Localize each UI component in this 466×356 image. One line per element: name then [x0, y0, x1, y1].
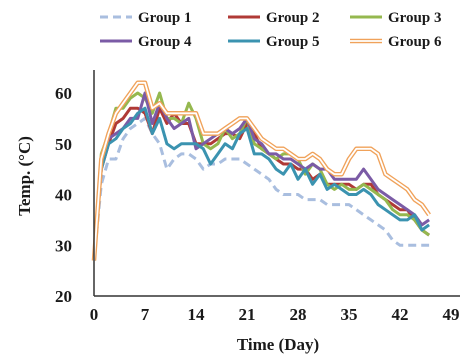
legend-item: Group 5 [228, 34, 320, 50]
series-group-6 [91, 80, 431, 261]
legend-label: Group 3 [388, 10, 442, 26]
x-tick-label: 49 [443, 305, 460, 324]
series-2-line [92, 106, 430, 261]
series-group-2 [92, 106, 430, 261]
series-group-4 [92, 91, 430, 261]
legend-item: Group 3 [350, 10, 442, 26]
series-group-5 [92, 106, 430, 261]
axes [93, 70, 460, 297]
legend-item: Group 2 [228, 10, 320, 26]
y-axis-title: Temp. (°C) [15, 136, 34, 216]
legend: Group 1 Group 2 Group 3 Group 4 Group 5 Group… [100, 10, 442, 50]
x-tick-label: 35 [341, 305, 358, 324]
legend-item: Group 1 [100, 10, 192, 26]
series-6-line-inner [93, 81, 430, 261]
y-tick-label: 60 [55, 84, 72, 103]
legend-item: Group 4 [100, 34, 192, 50]
y-tick-label: 30 [55, 236, 72, 255]
tick-labels: 0 7 14 21 28 35 42 49 20 30 40 50 60 [55, 84, 460, 324]
plot-area [91, 80, 431, 261]
x-tick-label: 21 [239, 305, 256, 324]
y-tick-label: 20 [55, 287, 72, 306]
x-tick-label: 7 [141, 305, 150, 324]
legend-label: Group 2 [266, 10, 320, 26]
legend-item: Group 6 [350, 34, 442, 50]
x-tick-label: 0 [90, 305, 99, 324]
y-tick-label: 40 [55, 186, 72, 205]
series-4-line [92, 91, 430, 261]
x-tick-label: 14 [188, 305, 206, 324]
legend-label: Group 5 [266, 34, 320, 50]
series-5-line [92, 106, 430, 261]
x-tick-label: 28 [290, 305, 307, 324]
x-axis-title: Time (Day) [237, 335, 319, 354]
y-tick-label: 50 [55, 135, 72, 154]
legend-label: Group 4 [138, 34, 192, 50]
legend-label: Group 6 [388, 34, 442, 50]
legend-label: Group 1 [138, 10, 192, 26]
x-tick-label: 42 [392, 305, 409, 324]
